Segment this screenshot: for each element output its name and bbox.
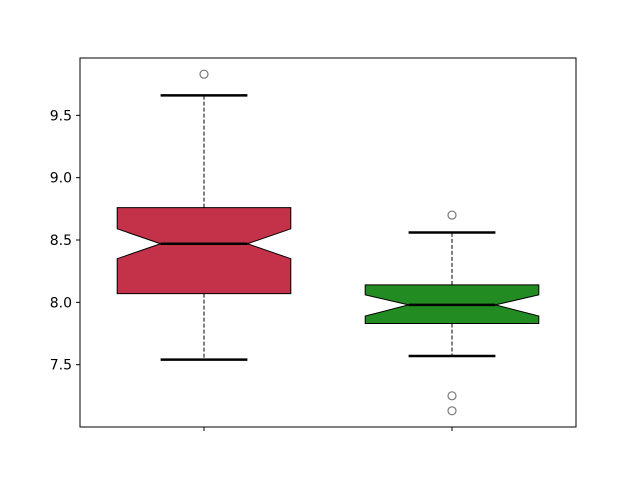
notched-box [116,207,292,295]
outlier-point [447,406,457,416]
y-tick-label: 9.5 [50,108,72,124]
y-tick-label: 8.0 [50,295,72,311]
y-tick-label: 8.5 [50,233,72,249]
outlier-point [199,69,209,79]
outlier-point [447,391,457,401]
plot-area [79,57,577,428]
box-group-2 [364,210,540,416]
outlier-point [447,210,457,220]
box-group-1 [116,69,292,361]
y-tick-label: 9.0 [50,171,72,187]
y-tick-label: 7.5 [50,358,72,374]
